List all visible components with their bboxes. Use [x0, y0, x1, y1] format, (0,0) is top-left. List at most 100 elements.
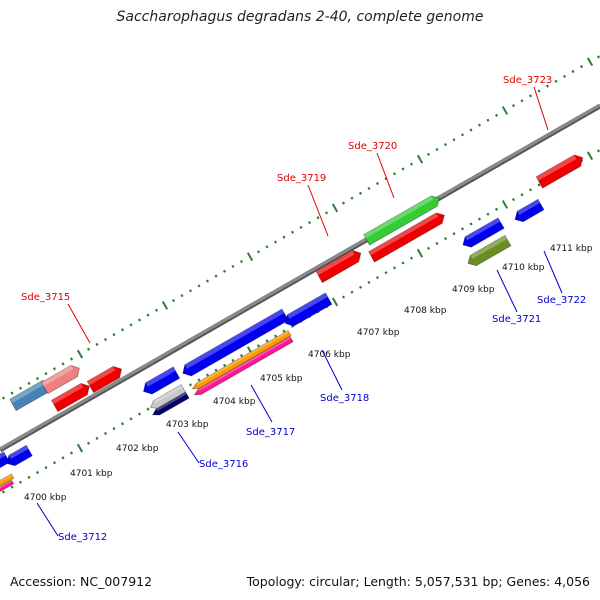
- minor-tick: [571, 69, 575, 74]
- minor-tick: [537, 183, 541, 187]
- minor-tick: [44, 372, 48, 376]
- minor-tick: [95, 342, 99, 346]
- gene-olive: [467, 234, 512, 267]
- major-tick: [331, 203, 339, 213]
- gene-highlight: [41, 365, 74, 387]
- minor-tick: [579, 65, 584, 69]
- accession-text: Accession: NC_007912: [10, 574, 153, 589]
- gene-blue: [462, 217, 505, 248]
- gene-blue: [284, 292, 333, 327]
- minor-tick: [205, 373, 210, 377]
- major-tick: [501, 200, 509, 209]
- gene-magenta: [0, 479, 15, 492]
- minor-tick: [27, 381, 31, 385]
- gene-body: [0, 473, 15, 487]
- minor-tick: [358, 191, 363, 195]
- gene-navy: [151, 391, 190, 416]
- minor-tick: [180, 294, 184, 298]
- gene-red: [368, 212, 445, 263]
- gene-label: Sde_3712: [58, 532, 107, 543]
- gene-body: [0, 479, 15, 492]
- minor-tick: [231, 358, 235, 363]
- scale-label: 4707 kbp: [357, 328, 400, 338]
- major-tick: [501, 106, 509, 115]
- minor-tick: [265, 339, 269, 343]
- scale-label: 4706 kbp: [308, 350, 351, 360]
- minor-tick: [486, 212, 490, 216]
- gene-label: Sde_3716: [199, 459, 248, 470]
- minor-tick: [392, 266, 397, 270]
- minor-tick: [222, 363, 227, 367]
- minor-tick: [528, 188, 533, 192]
- scale-label: 4705 kbp: [260, 374, 303, 384]
- gene-highlight: [87, 366, 116, 386]
- gene-body: [143, 366, 181, 395]
- minor-tick: [1, 396, 6, 400]
- label-leader: [321, 349, 343, 391]
- label-leader: [533, 86, 549, 131]
- minor-tick: [443, 142, 448, 147]
- minor-tick: [537, 89, 541, 93]
- scale-label: 4702 kbp: [116, 444, 159, 454]
- minor-tick: [61, 456, 65, 460]
- scale-label: 4708 kbp: [404, 306, 447, 316]
- scale-label: 4704 kbp: [213, 397, 256, 407]
- scale-label: 4709 kbp: [452, 285, 495, 295]
- minor-tick: [520, 99, 524, 103]
- gene-body: [86, 365, 123, 394]
- gene-body: [6, 444, 33, 467]
- gene-highlight: [196, 330, 290, 386]
- minor-tick: [35, 376, 40, 381]
- minor-tick: [188, 289, 193, 293]
- major-tick: [76, 349, 84, 359]
- gene-highlight: [51, 383, 84, 405]
- minor-tick: [205, 279, 210, 283]
- minor-tick: [486, 118, 490, 122]
- minor-tick: [231, 264, 235, 269]
- gene-body: [40, 364, 80, 395]
- minor-tick: [367, 280, 371, 285]
- minor-tick: [120, 422, 125, 426]
- minor-tick: [146, 407, 150, 411]
- gene-body: [0, 451, 11, 469]
- gene-body: [467, 234, 512, 267]
- minor-tick: [452, 232, 456, 236]
- minor-tick: [273, 240, 278, 244]
- gene-highlight: [536, 154, 577, 181]
- gene-highlight: [153, 384, 183, 404]
- label-leader: [543, 250, 563, 294]
- minor-tick: [95, 436, 99, 440]
- label-leader: [177, 431, 200, 464]
- label-leader: [307, 184, 329, 237]
- minor-tick: [35, 470, 40, 475]
- minor-tick: [384, 271, 388, 275]
- minor-tick: [477, 123, 482, 127]
- minor-tick: [120, 328, 125, 332]
- minor-tick: [520, 193, 524, 197]
- minor-tick: [375, 181, 380, 186]
- minor-tick: [426, 246, 431, 250]
- minor-tick: [69, 357, 74, 361]
- minor-tick: [214, 274, 218, 278]
- minor-tick: [129, 417, 133, 421]
- gene-label: Sde_3722: [537, 295, 586, 306]
- major-tick: [416, 154, 424, 164]
- minor-tick: [290, 324, 295, 328]
- minor-tick: [61, 362, 65, 366]
- minor-tick: [307, 220, 312, 225]
- minor-tick: [562, 74, 567, 78]
- minor-tick: [256, 344, 261, 348]
- minor-tick: [273, 334, 278, 338]
- scale-label: 4711 kbp: [550, 244, 593, 254]
- minor-tick: [86, 441, 91, 445]
- minor-tick: [290, 230, 295, 234]
- minor-tick: [1, 490, 6, 494]
- gene-label: Sde_3715: [21, 292, 70, 303]
- minor-tick: [494, 113, 499, 117]
- minor-tick: [52, 367, 57, 371]
- gene-magenta: [193, 335, 294, 396]
- minor-tick: [596, 149, 600, 153]
- minor-tick: [18, 480, 23, 484]
- minor-tick: [222, 269, 227, 273]
- gene-blue: [514, 198, 545, 223]
